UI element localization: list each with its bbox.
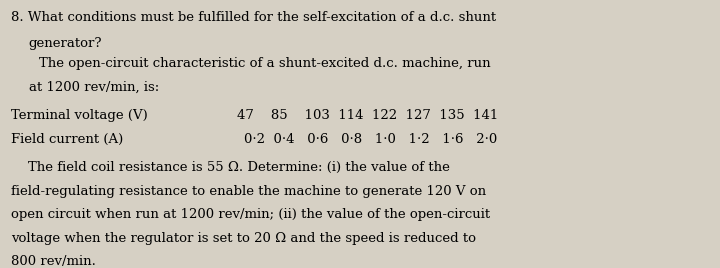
Text: field-regulating resistance to enable the machine to generate 120 V on: field-regulating resistance to enable th…	[11, 185, 486, 198]
Text: at 1200 rev/min, is:: at 1200 rev/min, is:	[29, 81, 159, 94]
Text: 47    85    103  114  122  127  135  141: 47 85 103 114 122 127 135 141	[237, 109, 498, 122]
Text: open circuit when run at 1200 rev/min; (ii) the value of the open-circuit: open circuit when run at 1200 rev/min; (…	[11, 208, 490, 221]
Text: 8. What conditions must be fulfilled for the self-excitation of a d.c. shunt: 8. What conditions must be fulfilled for…	[11, 11, 496, 24]
Text: Terminal voltage (V): Terminal voltage (V)	[11, 109, 148, 122]
Text: 0·2  0·4   0·6   0·8   1·0   1·2   1·6   2·0: 0·2 0·4 0·6 0·8 1·0 1·2 1·6 2·0	[244, 133, 497, 146]
Text: The field coil resistance is 55 Ω. Determine: (i) the value of the: The field coil resistance is 55 Ω. Deter…	[11, 161, 449, 174]
Text: The open-circuit characteristic of a shunt-excited d.c. machine, run: The open-circuit characteristic of a shu…	[39, 57, 490, 70]
Text: voltage when the regulator is set to 20 Ω and the speed is reduced to: voltage when the regulator is set to 20 …	[11, 232, 476, 245]
Text: 800 rev/min.: 800 rev/min.	[11, 255, 96, 268]
Text: generator?: generator?	[29, 37, 102, 50]
Text: Field current (A): Field current (A)	[11, 133, 123, 146]
